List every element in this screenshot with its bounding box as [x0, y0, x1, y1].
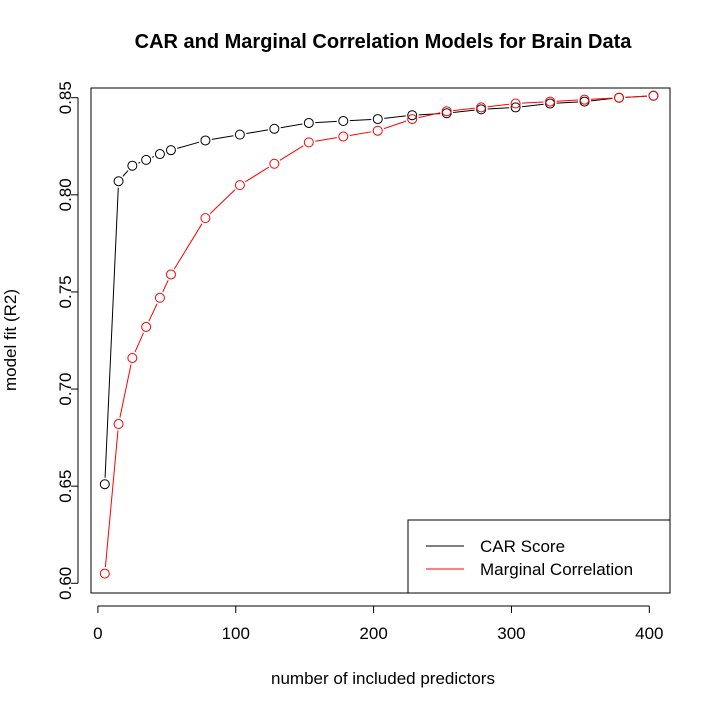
x-tick-label: 200 [359, 624, 387, 643]
data-point [545, 96, 556, 107]
y-tick-label: 0.80 [56, 178, 75, 211]
data-point [579, 94, 590, 105]
data-point [154, 149, 165, 160]
y-axis-label: model fit (R2) [1, 289, 20, 391]
series-segment [453, 109, 475, 114]
series-segment [625, 95, 647, 98]
x-tick-label: 100 [222, 624, 250, 643]
data-point [648, 90, 659, 101]
series-segment [177, 141, 200, 149]
data-point [113, 176, 124, 187]
series-segment [590, 97, 613, 100]
data-point [338, 131, 349, 142]
series-segment [349, 118, 372, 122]
series-segment [122, 170, 129, 177]
legend-label-car-score: CAR Score [480, 537, 565, 556]
series-segment [246, 129, 269, 135]
series-segment [522, 101, 544, 104]
data-point [476, 102, 487, 113]
x-tick-label: 300 [497, 624, 525, 643]
data-point [165, 145, 176, 156]
data-point [99, 479, 110, 490]
series-segment [245, 166, 270, 183]
data-point [113, 419, 124, 430]
data-point [407, 110, 418, 121]
legend-label-marginal-correlation: Marginal Correlation [480, 560, 633, 579]
data-point [154, 292, 165, 303]
chart-title: CAR and Marginal Correlation Models for … [135, 31, 633, 53]
data-point [545, 98, 556, 109]
series-segment [104, 430, 119, 568]
data-point [269, 158, 280, 169]
legend: CAR Score Marginal Correlation [407, 519, 671, 594]
data-point [476, 104, 487, 115]
legend-box [407, 519, 671, 594]
series-segment [556, 99, 579, 102]
data-point [338, 116, 349, 127]
data-point [579, 96, 590, 107]
series-segment [148, 303, 158, 322]
y-tick-label: 0.60 [56, 567, 75, 600]
series-segment [138, 161, 141, 164]
data-point [200, 213, 211, 224]
series-layer [99, 90, 659, 579]
x-axis-label: number of included predictors [271, 669, 495, 688]
data-point [165, 269, 176, 280]
series-segment [119, 364, 132, 418]
series-segment [211, 135, 234, 140]
data-point [372, 125, 383, 136]
y-tick-label: 0.65 [56, 470, 75, 503]
series-segment [556, 101, 579, 104]
data-point [303, 117, 314, 128]
series-segment [151, 156, 155, 158]
data-point [234, 129, 245, 140]
y-tick-label: 0.85 [56, 81, 75, 114]
data-point [510, 98, 521, 109]
series-segment [418, 112, 441, 119]
data-point [234, 180, 245, 191]
series-segment [209, 189, 236, 214]
series-car-score [99, 90, 659, 490]
data-point [99, 568, 110, 579]
series-segment [453, 107, 475, 112]
data-point [613, 92, 624, 103]
data-point [141, 154, 152, 165]
series-marginal-correlation [99, 90, 659, 579]
x-axis: 0 100 200 300 400 [93, 605, 664, 643]
series-segment [104, 187, 119, 478]
data-point [441, 108, 452, 119]
series-segment [487, 103, 510, 108]
data-point [200, 135, 211, 146]
series-segment [315, 120, 337, 124]
data-point [372, 114, 383, 125]
series-segment [384, 115, 406, 119]
y-tick-label: 0.70 [56, 373, 75, 406]
data-point [510, 102, 521, 113]
series-segment [315, 137, 337, 142]
series-segment [349, 131, 372, 136]
series-segment [280, 123, 303, 129]
data-point [303, 137, 314, 148]
series-segment [162, 280, 169, 293]
data-point [407, 114, 418, 125]
series-segment [383, 120, 407, 130]
data-point [127, 352, 138, 363]
series-segment [173, 223, 203, 270]
series-segment [590, 97, 613, 102]
y-axis: 0.60 0.65 0.70 0.75 0.80 0.85 [56, 81, 79, 600]
series-segment [522, 103, 544, 108]
y-tick-label: 0.75 [56, 275, 75, 308]
data-point [441, 106, 452, 117]
x-tick-label: 0 [93, 624, 102, 643]
x-tick-label: 400 [635, 624, 663, 643]
data-point [127, 160, 138, 171]
data-point [269, 123, 280, 134]
plot-frame [90, 87, 671, 594]
data-point [141, 321, 152, 332]
series-segment [487, 107, 510, 110]
series-segment [279, 145, 304, 161]
series-segment [134, 332, 144, 353]
